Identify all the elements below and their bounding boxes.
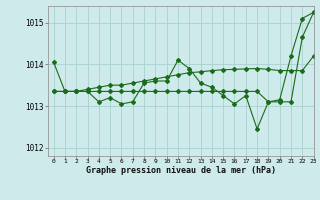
X-axis label: Graphe pression niveau de la mer (hPa): Graphe pression niveau de la mer (hPa) <box>86 166 276 175</box>
